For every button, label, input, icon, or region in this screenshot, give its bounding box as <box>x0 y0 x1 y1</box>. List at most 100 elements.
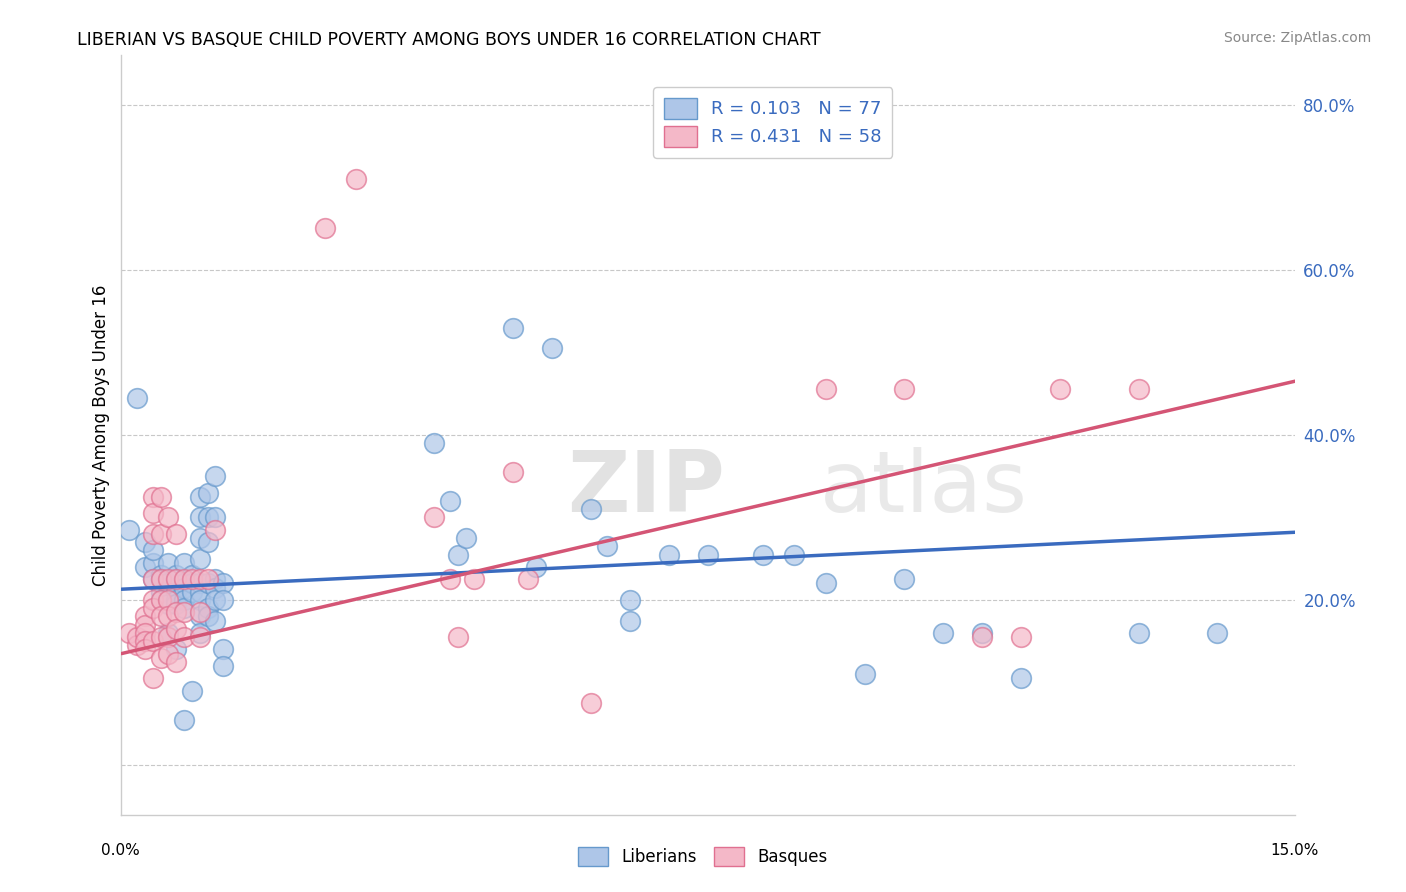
Point <box>204 614 226 628</box>
Point <box>204 469 226 483</box>
Point <box>165 527 187 541</box>
Point <box>180 584 202 599</box>
Point <box>180 572 202 586</box>
Point <box>134 626 156 640</box>
Point <box>344 172 367 186</box>
Point <box>212 659 235 673</box>
Point <box>783 548 806 562</box>
Point <box>134 560 156 574</box>
Point <box>165 642 187 657</box>
Point <box>932 626 955 640</box>
Point <box>149 572 172 586</box>
Point <box>814 576 837 591</box>
Point <box>118 626 141 640</box>
Point <box>173 601 195 615</box>
Point <box>157 597 180 611</box>
Point <box>1049 383 1071 397</box>
Point <box>173 581 195 595</box>
Point <box>204 581 226 595</box>
Point <box>149 593 172 607</box>
Point <box>463 572 485 586</box>
Point <box>579 696 602 710</box>
Point <box>454 531 477 545</box>
Point <box>595 539 617 553</box>
Point <box>180 683 202 698</box>
Point <box>447 630 470 644</box>
Text: atlas: atlas <box>820 447 1028 530</box>
Point <box>127 630 149 644</box>
Point <box>204 593 226 607</box>
Text: 15.0%: 15.0% <box>1271 843 1319 858</box>
Point <box>188 630 211 644</box>
Point <box>197 485 219 500</box>
Point <box>142 601 165 615</box>
Point <box>173 593 195 607</box>
Point <box>142 527 165 541</box>
Point <box>157 630 180 644</box>
Point <box>165 655 187 669</box>
Point <box>188 510 211 524</box>
Point <box>142 556 165 570</box>
Point <box>142 572 165 586</box>
Point <box>157 626 180 640</box>
Point <box>439 494 461 508</box>
Point <box>142 543 165 558</box>
Point <box>197 609 219 624</box>
Point <box>149 568 172 582</box>
Point <box>517 572 540 586</box>
Point <box>423 436 446 450</box>
Point <box>134 535 156 549</box>
Point <box>893 383 915 397</box>
Point <box>142 490 165 504</box>
Point <box>188 531 211 545</box>
Point <box>970 626 993 640</box>
Point <box>134 617 156 632</box>
Point <box>165 622 187 636</box>
Point <box>173 630 195 644</box>
Point <box>439 572 461 586</box>
Point <box>540 341 562 355</box>
Point <box>157 576 180 591</box>
Point <box>502 465 524 479</box>
Point <box>697 548 720 562</box>
Point <box>1128 383 1150 397</box>
Point <box>447 548 470 562</box>
Point <box>142 634 165 648</box>
Point <box>188 626 211 640</box>
Point <box>188 609 211 624</box>
Point <box>314 221 336 235</box>
Point <box>173 572 195 586</box>
Point <box>173 576 195 591</box>
Point <box>188 605 211 619</box>
Point <box>142 671 165 685</box>
Point <box>1010 671 1032 685</box>
Point <box>142 572 165 586</box>
Text: Source: ZipAtlas.com: Source: ZipAtlas.com <box>1223 31 1371 45</box>
Point <box>165 605 187 619</box>
Point <box>157 572 180 586</box>
Point <box>204 510 226 524</box>
Point <box>134 642 156 657</box>
Point <box>658 548 681 562</box>
Point <box>127 638 149 652</box>
Point <box>619 614 641 628</box>
Point <box>180 568 202 582</box>
Point <box>970 630 993 644</box>
Point <box>1010 630 1032 644</box>
Point <box>173 556 195 570</box>
Point <box>165 593 187 607</box>
Point <box>619 593 641 607</box>
Point <box>157 609 180 624</box>
Point <box>165 572 187 586</box>
Point <box>142 593 165 607</box>
Point <box>197 601 219 615</box>
Point <box>197 535 219 549</box>
Point <box>157 647 180 661</box>
Point <box>423 510 446 524</box>
Point <box>188 593 211 607</box>
Point <box>212 576 235 591</box>
Point <box>188 576 211 591</box>
Point <box>149 490 172 504</box>
Point <box>204 523 226 537</box>
Point <box>149 609 172 624</box>
